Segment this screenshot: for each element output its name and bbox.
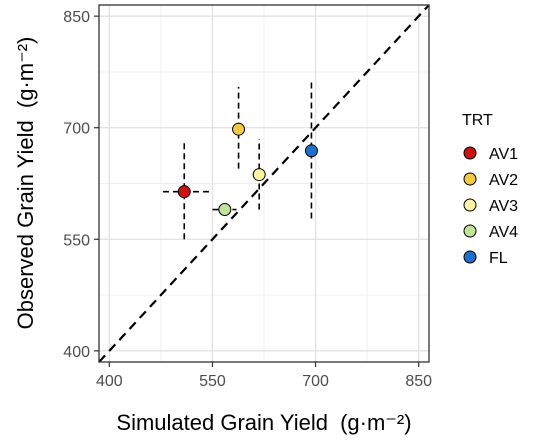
- x-tick-label: 850: [405, 373, 432, 390]
- data-point-av2: [232, 122, 246, 136]
- legend-marker-av3: [463, 198, 477, 212]
- x-axis: 400 550 700 850: [96, 362, 432, 390]
- data-point-fl: [304, 144, 318, 158]
- x-tick-label: 400: [96, 373, 123, 390]
- legend-label-av1: AV1: [489, 146, 518, 163]
- data-points: [177, 122, 318, 217]
- x-tick-label: 700: [302, 373, 329, 390]
- y-axis-title: Observed Grain Yield (g·m⁻²): [13, 37, 38, 330]
- x-axis-title-text: Simulated Grain Yield: [116, 410, 328, 435]
- legend-title: TRT: [462, 112, 493, 129]
- legend-label-fl: FL: [489, 250, 508, 267]
- x-axis-title: Simulated Grain Yield (g·m⁻²): [116, 410, 411, 435]
- legend: TRT AV1 AV2 AV3 AV4 FL: [462, 112, 518, 267]
- legend-marker-av1: [463, 146, 477, 160]
- plot-border: [98, 4, 430, 363]
- legend-marker-av2: [463, 172, 477, 186]
- y-tick-label: 400: [63, 344, 90, 361]
- legend-label-av3: AV3: [489, 198, 518, 215]
- legend-label-av2: AV2: [489, 172, 518, 189]
- x-tick-label: 550: [199, 373, 226, 390]
- legend-label-av4: AV4: [489, 224, 518, 241]
- y-axis-title-unit: (g·m⁻²): [13, 37, 38, 108]
- y-tick-label: 850: [63, 9, 90, 26]
- data-point-av4: [218, 203, 232, 217]
- grid: [99, 5, 429, 362]
- x-axis-title-unit: (g·m⁻²): [340, 410, 411, 435]
- legend-marker-av4: [463, 224, 477, 238]
- y-tick-label: 550: [63, 232, 90, 249]
- data-point-av3: [252, 168, 266, 182]
- y-tick-label: 700: [63, 121, 90, 138]
- y-axis: 400 550 700 850: [63, 9, 99, 361]
- y-axis-title-text: Observed Grain Yield: [13, 120, 38, 329]
- one-to-one-line: [98, 4, 430, 363]
- data-point-av1: [177, 185, 191, 199]
- legend-marker-fl: [463, 250, 477, 264]
